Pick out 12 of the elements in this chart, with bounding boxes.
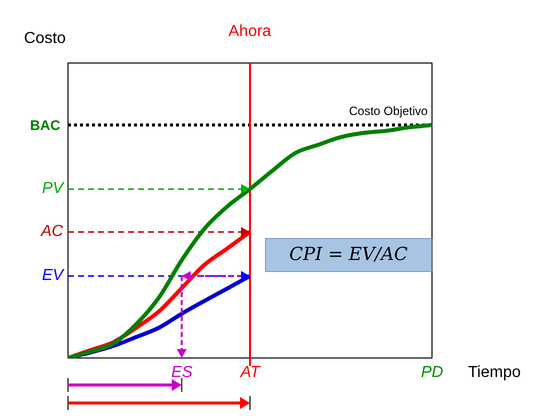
ref-line-label: BAC [30, 116, 60, 133]
x-tick-label: PD [421, 364, 444, 382]
annotation: CPI = EV/AC [265, 238, 432, 272]
ref-line-label: PV [42, 180, 64, 198]
x-tick-label: ES [171, 364, 193, 382]
ref-line-label: EV [42, 266, 64, 285]
x-tick-label: AT [240, 364, 260, 382]
ref-line-label: Ahora [228, 23, 272, 41]
y-axis-title: Costo [24, 30, 66, 48]
annotation: Costo Objetivo [349, 104, 428, 118]
x-axis-title: Tiempo [468, 364, 521, 382]
ref-line-label: AC [41, 222, 64, 241]
